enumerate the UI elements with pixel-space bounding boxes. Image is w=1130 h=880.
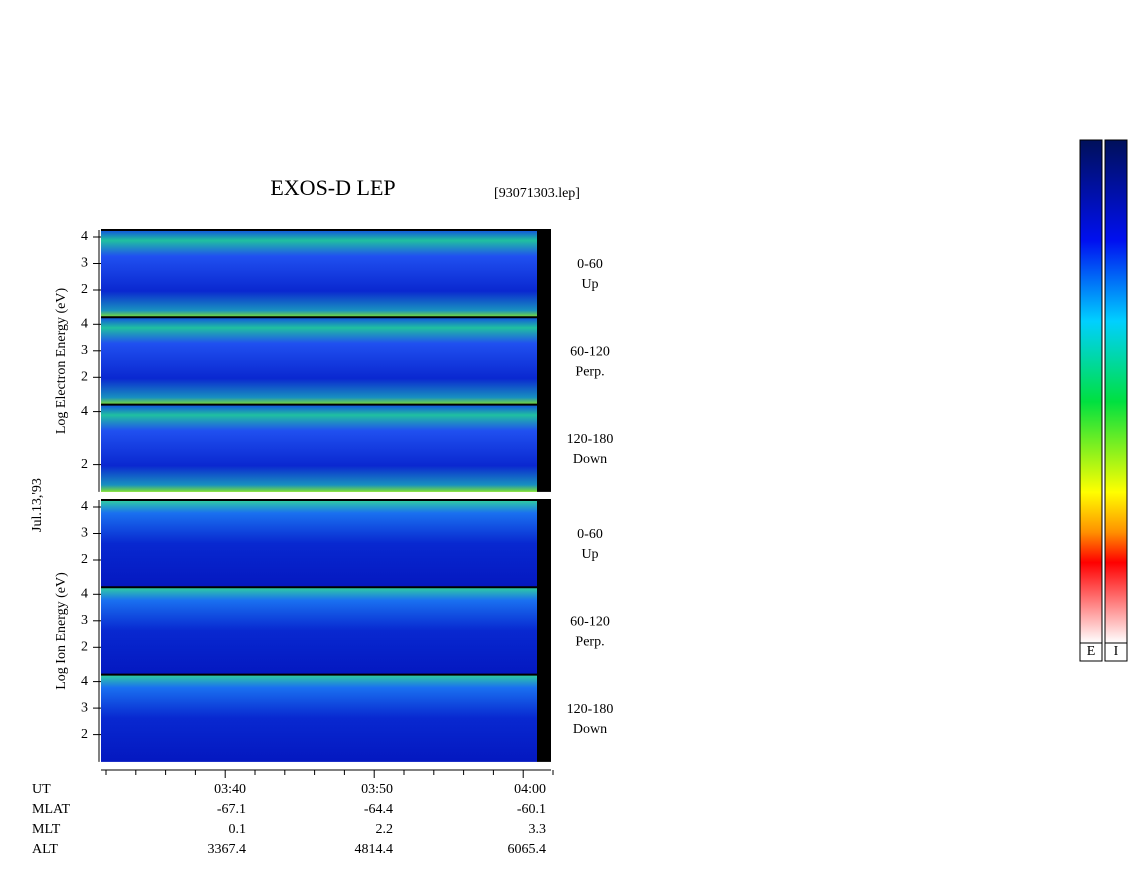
y-tick-label: 4 bbox=[81, 499, 88, 514]
spectrogram-panel bbox=[101, 674, 537, 762]
row-value: 04:00 bbox=[514, 782, 546, 797]
title: EXOS-D LEP bbox=[270, 175, 395, 200]
y-tick-label: 2 bbox=[81, 552, 88, 567]
color-bar bbox=[1079, 139, 1103, 644]
spectrogram-panel bbox=[101, 500, 537, 588]
angle-label: 120-180 bbox=[567, 702, 614, 717]
y-tick-label: 2 bbox=[81, 727, 88, 742]
spectrogram-panel bbox=[101, 317, 537, 405]
color-bar bbox=[1104, 139, 1128, 644]
data-gap bbox=[537, 500, 551, 588]
row-value: 3367.4 bbox=[208, 842, 247, 857]
y-tick-label: 2 bbox=[81, 640, 88, 655]
color-bar-label-box bbox=[1104, 642, 1128, 662]
direction-label: Up bbox=[581, 547, 598, 562]
row-value: 0.1 bbox=[229, 822, 247, 837]
color-bar-label-box bbox=[1079, 642, 1103, 662]
spectrogram-panel bbox=[101, 404, 537, 492]
y-tick-label: 3 bbox=[81, 343, 88, 358]
color-bar-label: I bbox=[1114, 644, 1119, 659]
direction-label: Down bbox=[573, 452, 607, 467]
row-value: 03:50 bbox=[361, 782, 393, 797]
direction-label: Perp. bbox=[575, 365, 604, 380]
angle-label: 120-180 bbox=[567, 432, 614, 447]
y-tick-label: 4 bbox=[81, 404, 88, 419]
data-gap bbox=[537, 230, 551, 318]
spectrogram-panel bbox=[101, 230, 537, 318]
y-tick-label: 2 bbox=[81, 457, 88, 472]
row-value: 6065.4 bbox=[508, 842, 547, 857]
row-value: -60.1 bbox=[517, 802, 546, 817]
y-tick-label: 3 bbox=[81, 256, 88, 271]
direction-label: Up bbox=[581, 277, 598, 292]
data-gap bbox=[537, 587, 551, 675]
row-value: -64.4 bbox=[364, 802, 393, 817]
data-gap bbox=[537, 404, 551, 492]
row-name: MLT bbox=[32, 822, 61, 837]
angle-label: 0-60 bbox=[577, 527, 603, 542]
row-value: -67.1 bbox=[217, 802, 246, 817]
row-name: ALT bbox=[32, 842, 58, 857]
y-tick-label: 2 bbox=[81, 370, 88, 385]
angle-label: 0-60 bbox=[577, 257, 603, 272]
y-tick-label: 4 bbox=[81, 229, 88, 244]
color-bar-label: E bbox=[1087, 644, 1096, 659]
y-axis-label: Log Ion Energy (eV) bbox=[54, 572, 69, 690]
direction-label: Down bbox=[573, 722, 607, 737]
spectrogram-panel bbox=[101, 587, 537, 675]
date: Jul.13,'93 bbox=[30, 478, 45, 532]
y-tick-label: 4 bbox=[81, 317, 88, 332]
y-axis-label: Log Electron Energy (eV) bbox=[54, 288, 69, 435]
y-tick-label: 4 bbox=[81, 674, 88, 689]
y-tick-label: 3 bbox=[81, 613, 88, 628]
row-value: 4814.4 bbox=[355, 842, 394, 857]
row-name: MLAT bbox=[32, 802, 71, 817]
angle-label: 60-120 bbox=[570, 615, 610, 630]
direction-label: Perp. bbox=[575, 635, 604, 650]
row-name: UT bbox=[32, 782, 51, 797]
row-value: 2.2 bbox=[376, 822, 394, 837]
file-name: [93071303.lep] bbox=[494, 186, 580, 201]
data-gap bbox=[537, 674, 551, 762]
y-tick-label: 2 bbox=[81, 282, 88, 297]
data-gap bbox=[537, 317, 551, 405]
row-value: 3.3 bbox=[529, 822, 547, 837]
angle-label: 60-120 bbox=[570, 345, 610, 360]
y-tick-label: 3 bbox=[81, 526, 88, 541]
y-tick-label: 4 bbox=[81, 587, 88, 602]
row-value: 03:40 bbox=[214, 782, 246, 797]
y-tick-label: 3 bbox=[81, 700, 88, 715]
